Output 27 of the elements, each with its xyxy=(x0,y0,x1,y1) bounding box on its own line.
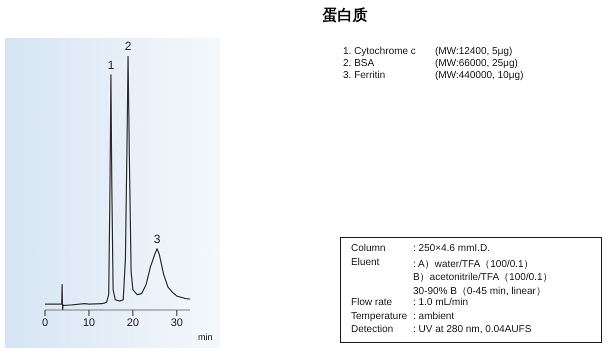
annotation: 1 xyxy=(108,58,115,72)
text: B）acetonitrile/TFA（100/0.1） xyxy=(413,271,553,284)
text: Eluent xyxy=(351,256,380,268)
text: (MW:66000, 25μg) xyxy=(435,58,519,70)
text: Temperature xyxy=(351,310,408,322)
text: (MW:440000, 10μg) xyxy=(435,70,524,82)
text: : 250×4.6 mmI.D. xyxy=(413,243,490,254)
text: 30-90% B（0-45 min, linear） xyxy=(413,284,546,298)
text: 1. Cytochrome c xyxy=(343,46,417,58)
annotation: 3 xyxy=(154,232,161,246)
text: Column xyxy=(351,243,386,254)
text: (MW:12400, 5μg) xyxy=(435,46,514,58)
text: : A）water/TFA（100/0.1） xyxy=(413,258,534,270)
x-tick-label: 0 xyxy=(42,316,48,329)
annotation: 2 xyxy=(124,39,132,53)
text: Flow rate xyxy=(351,297,392,308)
text: : 1.0 mL/min xyxy=(413,297,468,308)
x-tick-label: 20 xyxy=(126,316,140,329)
text: Detection xyxy=(351,324,394,335)
text: : UV at 280 nm, 0.04AUFS xyxy=(413,324,532,335)
x-tick-label: 10 xyxy=(82,316,96,329)
text: 蛋白质 xyxy=(322,6,368,25)
x-axis-title: min xyxy=(198,332,213,342)
text: : ambient xyxy=(413,310,454,322)
x-tick-label: 30 xyxy=(170,316,183,329)
text: 3. Ferritin xyxy=(343,70,386,82)
text: 2. BSA xyxy=(343,58,376,70)
